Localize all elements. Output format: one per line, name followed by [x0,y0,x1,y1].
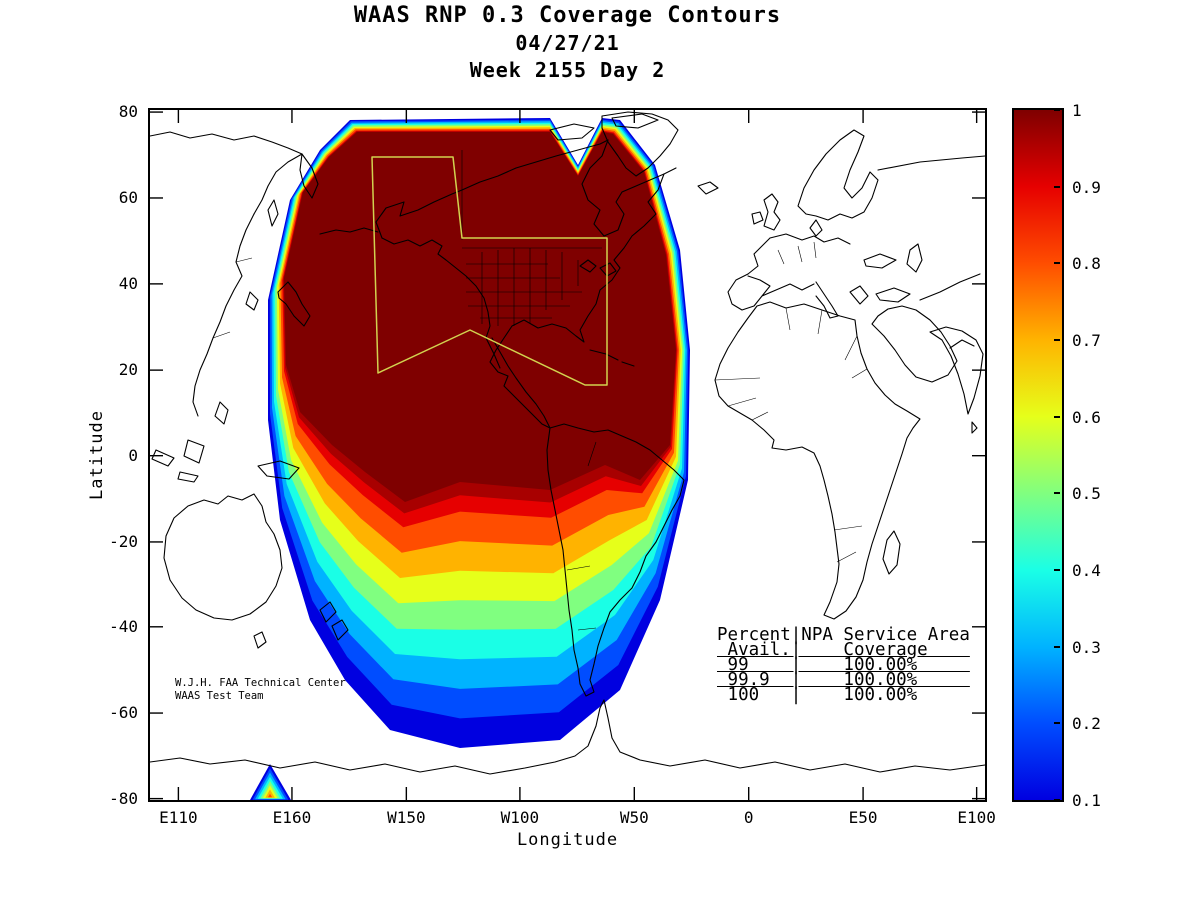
coverage-contour-bands [268,118,690,748]
coast-black-caspian [863,243,923,273]
us-state-borders [461,150,602,326]
colorbar-tick-mark [1054,109,1060,111]
credit-text: W.J.H. FAA Technical Center WAAS Test Te… [175,677,346,703]
colorbar-tick-label: 0.6 [1072,407,1101,427]
peak-contour-band [268,793,273,798]
colorbar [1012,108,1064,802]
colorbar-tick-label: 0.5 [1072,484,1101,504]
coast-persian-gulf [949,339,975,349]
x-tick-label: W150 [387,808,426,827]
plot-area [148,108,987,802]
colorbar-tick-mark [1054,185,1060,188]
availability-table-row: Avail.| Coverage [717,640,970,660]
colorbar-tick-mark [1054,415,1060,418]
coast-kamchatka-okhotsk [253,153,319,227]
contour-band [284,132,676,502]
coast-antarctica [150,699,985,775]
credit-line-2: WAAS Test Team [175,690,264,702]
y-tick-label: -40 [109,616,138,636]
peak-contour-band [265,789,275,798]
colorbar-tick-label: 0.4 [1072,561,1101,580]
colorbar-tick-label: 0.2 [1072,714,1101,734]
coast-india [929,326,984,434]
country-borders [212,241,868,631]
coast-greenland [601,111,679,177]
chart-title: WAAS RNP 0.3 Coverage Contours [353,3,782,28]
coast-scandinavia [797,129,879,221]
chart-date: 04/27/21 [515,31,620,55]
colorbar-tick-label: 0.8 [1072,254,1101,274]
y-tick-label: -20 [109,531,138,551]
coverage-map [150,110,985,800]
secondary-contour-peak [250,764,291,800]
availability-table: Percent|NPA Service Area Avail.| Coverag… [717,625,970,705]
y-axis-label: Latitude [87,410,107,500]
coast-south-america [546,423,685,697]
coast-central-asia [919,273,981,301]
coast-australia [163,493,283,649]
x-tick-label: E100 [957,808,996,827]
coast-aleutians [319,227,379,235]
title-block: WAAS RNP 0.3 Coverage Contours 04/27/21 … [150,2,985,84]
colorbar-tick-mark [1054,262,1060,265]
coast-hudson-east [581,139,677,237]
coast-japan-korea [245,281,311,327]
coast-iberia-med [727,273,911,319]
coast-east-asia [192,213,255,417]
x-tick-label: W100 [500,808,540,827]
y-tick-label: 20 [118,360,138,380]
coast-africa [714,301,921,620]
availability-table-row: Percent|NPA Service Area [717,625,970,645]
colorbar-tick-label: 0.1 [1072,791,1101,810]
coast-se-asia-islands [151,401,300,483]
colorbar-tick-label: 0.9 [1072,177,1101,197]
coast-arctic-islands [549,113,659,141]
colorbar-tick-label: 1 [1072,101,1082,120]
colorbar-tick-mark [1054,722,1060,725]
coast-cuba-caribbean [589,349,635,367]
npa-service-area-outline [371,156,608,386]
x-tick-label: E110 [159,808,198,827]
availability-table-row: 99 | 100.00% [717,655,970,675]
colorbar-tick-label: 0.3 [1072,637,1101,657]
colorbar-gradient [1014,110,1062,800]
coastlines [150,111,985,775]
availability-table-row: 99.9 | 100.00% [717,670,970,690]
y-tick-label: 0 [128,445,138,465]
colorbar-tick-mark [1054,569,1060,571]
y-tick-label: 40 [118,273,138,293]
coast-uk-ireland [751,193,781,231]
country-state-borders [212,150,868,631]
y-tick-label: -80 [109,788,138,808]
x-tick-label: E50 [848,808,878,827]
chart-week-day: Week 2155 Day 2 [469,58,666,82]
coast-arabia [871,305,958,383]
coast-mexico-west [491,337,551,429]
coast-alaska-west [381,237,491,339]
credit-line-1: W.J.H. FAA Technical Center [175,677,346,689]
coast-arctic-russia [877,155,985,171]
x-axis-label: Longitude [516,830,619,850]
coast-europe-west [747,219,851,275]
npa-service-area-polygon [371,156,608,386]
coast-madagascar [882,530,901,575]
x-tick-label: W50 [619,808,649,827]
colorbar-tick-mark [1054,645,1060,648]
colorbar-tick-mark [1054,799,1060,801]
coast-iceland [697,181,719,195]
x-tick-label: E160 [272,808,312,827]
availability-table-row: 100 | 100.00% [717,685,970,705]
y-tick-label: 60 [118,187,138,207]
colorbar-tick-mark [1054,492,1060,495]
y-tick-label: -60 [109,703,138,723]
coast-siberia [150,131,303,155]
colorbar-tick-mark [1054,339,1060,341]
axis-ticks [150,110,985,800]
colorbar-tick-label: 0.7 [1072,331,1101,350]
x-tick-label: 0 [743,808,754,827]
y-tick-label: 80 [118,102,138,122]
coast-us-east-gulf [489,173,665,429]
coast-new-zealand [319,601,349,641]
